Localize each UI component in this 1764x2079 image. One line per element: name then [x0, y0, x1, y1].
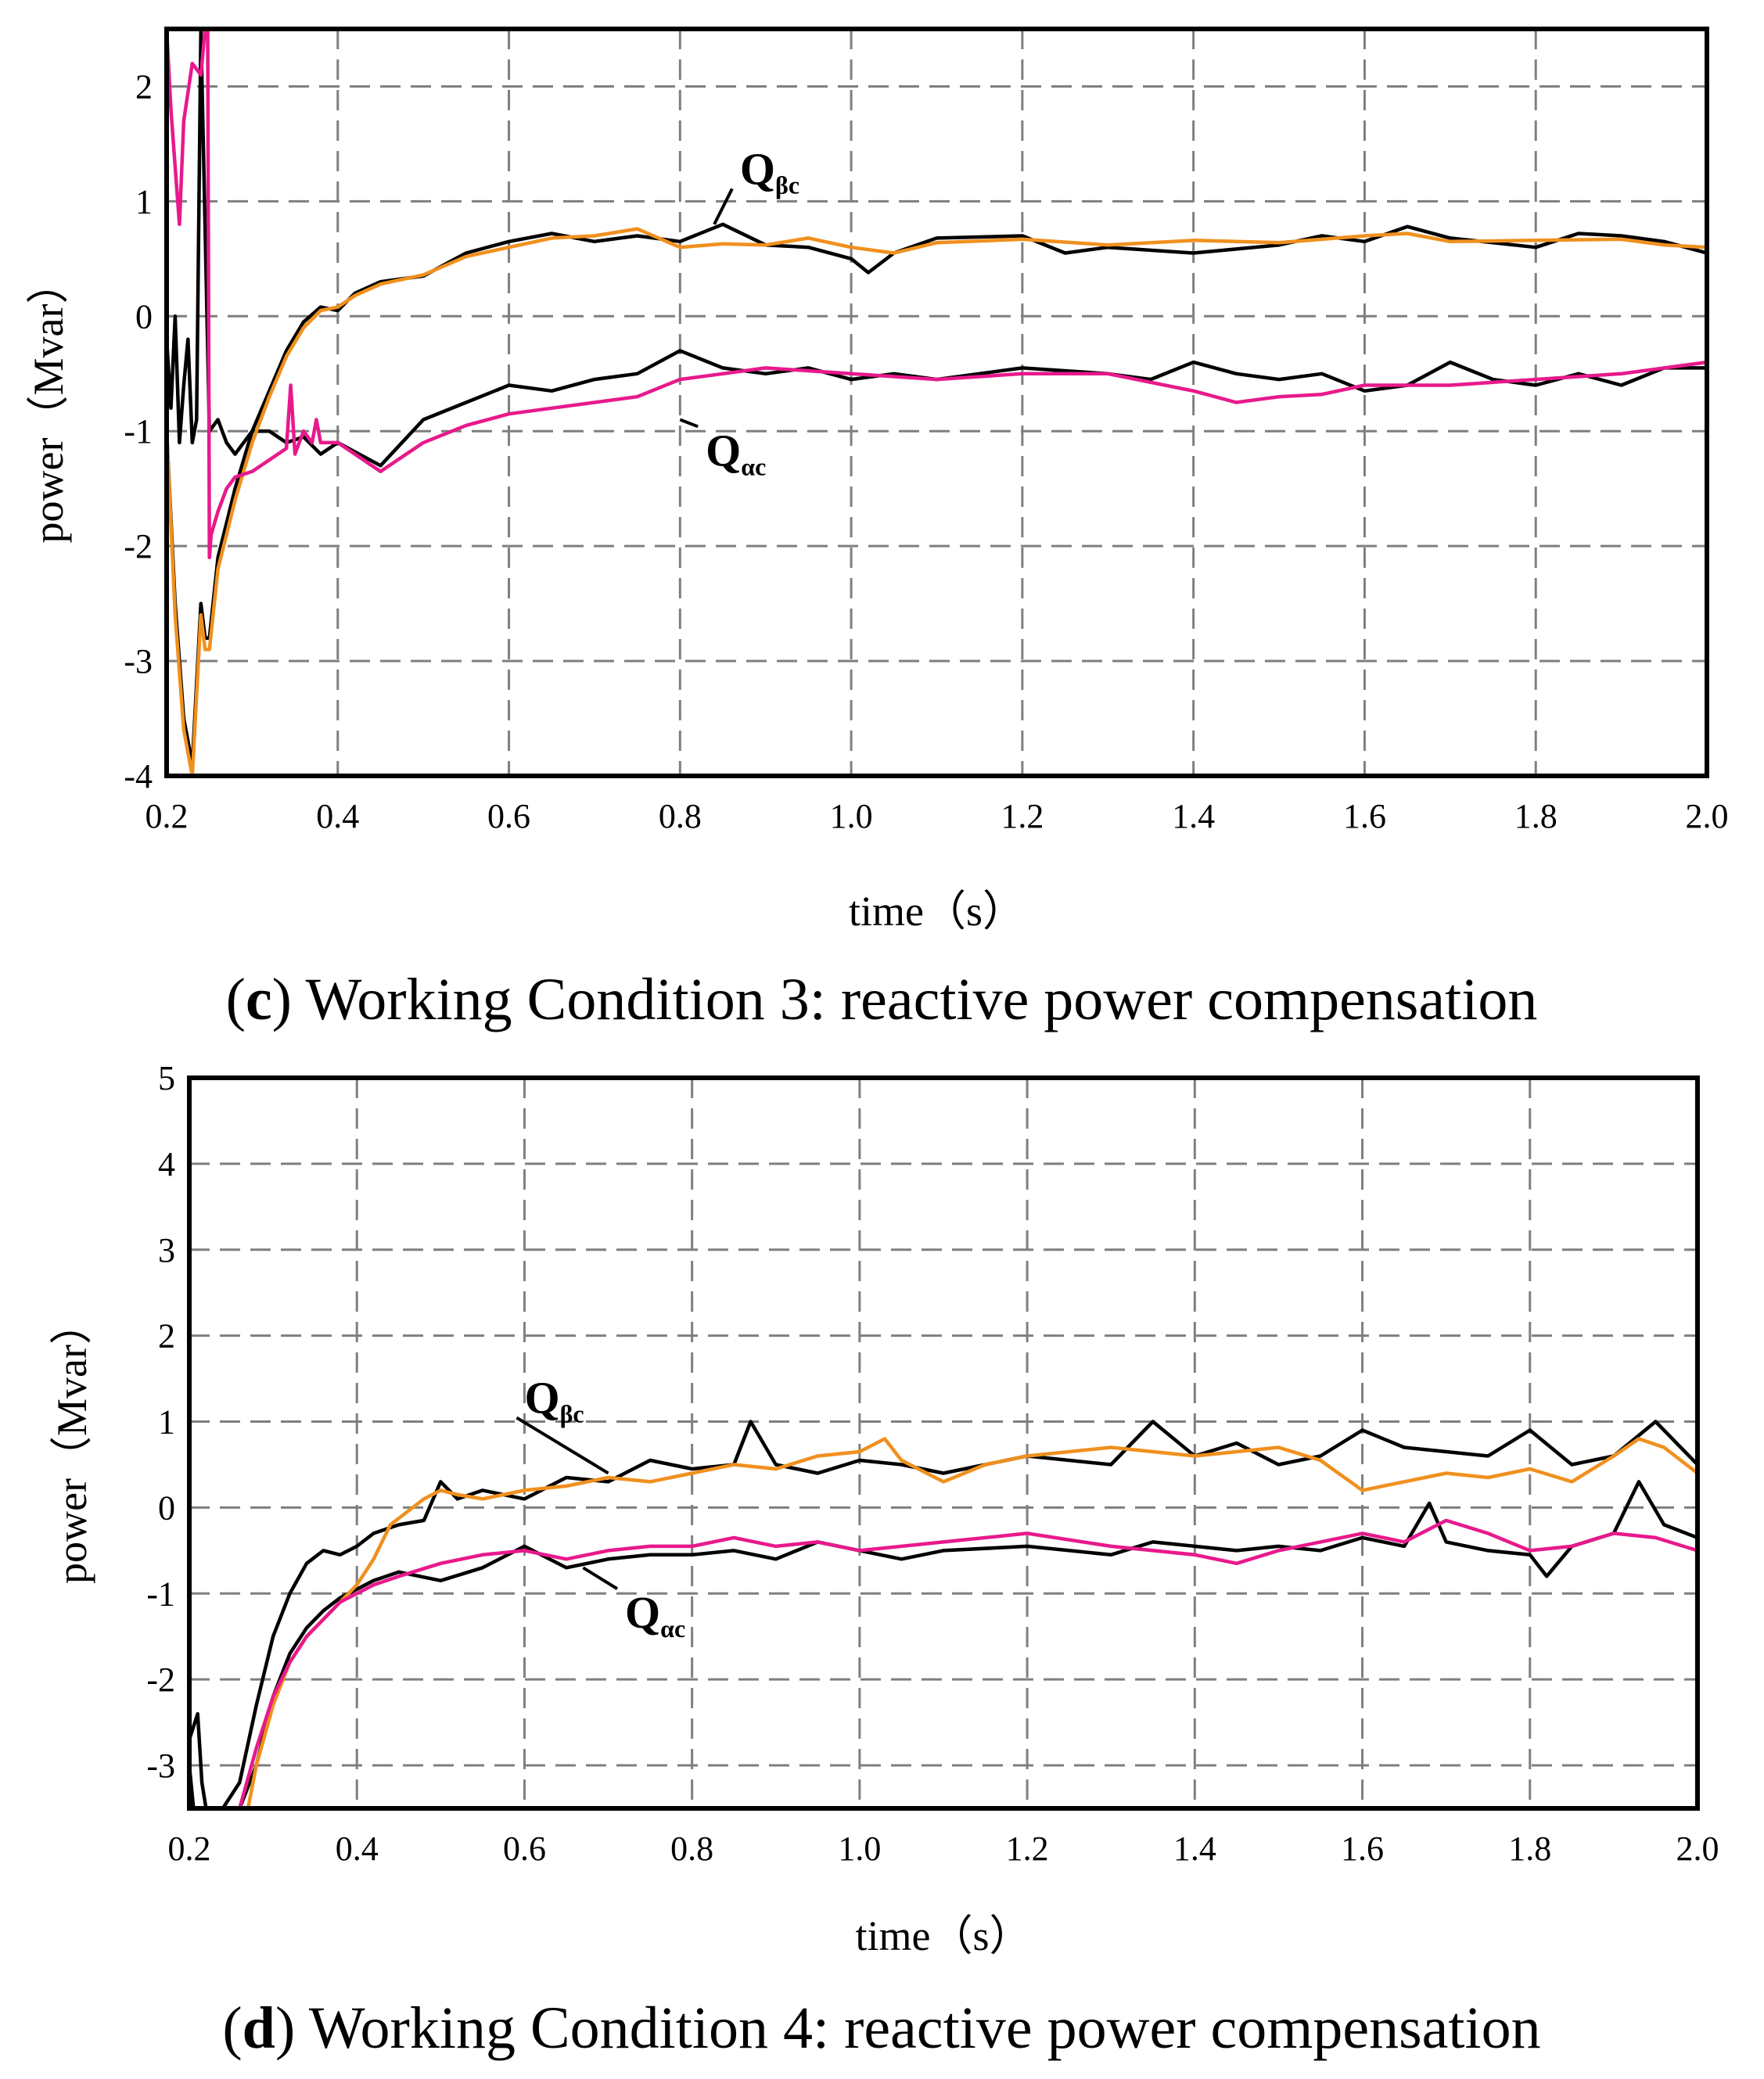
plot-series: [189, 1420, 1698, 1808]
x-tick-label: 1.4: [1173, 1829, 1216, 1868]
annotation-q-beta-c: Qβc: [524, 1373, 584, 1428]
chart-working-condition-4: Qβc Qαc 0.2 0.4 0.6 0.8 1.0 1.2 1.4 1.6 1.8 2.0 5…: [49, 1059, 1719, 2061]
y-tick-label: 2: [135, 67, 153, 106]
caption-text-c: Working Condition 3: reactive power comp…: [306, 967, 1538, 1032]
x-tick-label: 1.6: [1343, 797, 1386, 835]
grid-lines: [167, 29, 1707, 776]
y-tick-label: 1: [158, 1403, 175, 1442]
x-tick-label: 1.2: [1006, 1829, 1049, 1868]
y-tick-label: -1: [146, 1575, 175, 1613]
x-axis-label: time（s）: [856, 1912, 1032, 1959]
x-tick-label: 1.0: [830, 797, 873, 835]
plot-series: [167, 29, 1707, 776]
x-tick-label: 1.4: [1172, 797, 1215, 835]
annotation-q-beta-c: Qβc: [740, 143, 799, 199]
annotation-leader: [516, 1416, 609, 1475]
x-tick-label: 0.8: [670, 1829, 713, 1868]
x-tick-label: 1.8: [1514, 797, 1557, 835]
x-tick-label: 1.2: [1001, 797, 1044, 835]
grid-lines: [189, 1078, 1698, 1808]
caption-c: (c) Working Condition 3: reactive power …: [226, 967, 1538, 1032]
chart-working-condition-3: Qβc Qαc 0.2 0.4 0.6 0.8 1.0 1.2 1.4 1.6 1.8 2.0 2…: [25, 27, 1729, 1032]
series-line-q-c: [167, 227, 1707, 776]
x-axis-label: time（s）: [849, 888, 1025, 935]
x-tick-label: 0.8: [659, 797, 702, 835]
annotation-q-alpha-c: Qαc: [625, 1587, 685, 1643]
y-tick-label: -2: [124, 527, 153, 566]
caption-paren-open: (: [226, 967, 246, 1032]
x-tick-label: 1.6: [1341, 1829, 1384, 1868]
plot-frame: [187, 1075, 1700, 1811]
annotations: Qβc Qαc: [679, 143, 799, 480]
y-tick-labels: 5 4 3 2 1 0 -1 -2 -3: [146, 1059, 175, 1785]
y-tick-labels: 2 1 0 -1 -2 -3 -4: [124, 67, 153, 795]
x-tick-label: 2.0: [1686, 797, 1729, 835]
y-tick-label: 3: [158, 1231, 175, 1269]
x-tick-label: 0.6: [487, 797, 530, 835]
x-tick-label: 1.0: [838, 1829, 881, 1868]
x-tick-label: 1.8: [1508, 1829, 1551, 1868]
y-tick-label: -3: [124, 642, 153, 680]
y-tick-label: -1: [124, 412, 153, 451]
y-tick-label: 2: [158, 1317, 175, 1355]
annotation-leader: [713, 188, 734, 225]
x-tick-label: 0.2: [168, 1829, 211, 1868]
y-tick-label: 1: [135, 182, 153, 221]
caption-paren-close: ): [272, 967, 306, 1032]
x-tick-labels: 0.2 0.4 0.6 0.8 1.0 1.2 1.4 1.6 1.8 2.0: [168, 1829, 1719, 1868]
annotation-leader: [582, 1566, 619, 1590]
caption-label-c: c: [246, 967, 272, 1032]
series-line-q-c: [246, 1437, 1698, 1808]
y-tick-label: 0: [135, 297, 153, 336]
series-line-q-c: [167, 29, 1707, 560]
caption-label-d: d: [243, 1995, 275, 2061]
series-line-q-c-reference: [167, 222, 1707, 767]
caption-paren-open: (: [222, 1995, 242, 2061]
series-line-q-c-reference: [167, 29, 1707, 468]
y-tick-label: -2: [146, 1661, 175, 1699]
annotations: Qβc Qαc: [516, 1373, 685, 1643]
y-tick-label: 5: [158, 1059, 175, 1097]
y-tick-label: 0: [158, 1488, 175, 1527]
series-line-q-c-reference: [189, 1480, 1698, 1808]
y-tick-label: -3: [146, 1747, 175, 1785]
series-line-q-c: [238, 1518, 1698, 1808]
x-tick-label: 0.6: [503, 1829, 546, 1868]
annotation-q-alpha-c: Qαc: [706, 425, 766, 480]
caption-paren-close: ): [275, 1995, 309, 2061]
y-axis-label: power（Mvar）: [49, 1302, 95, 1584]
x-tick-labels: 0.2 0.4 0.6 0.8 1.0 1.2 1.4 1.6 1.8 2.0: [146, 797, 1729, 835]
plot-frame: [164, 27, 1709, 778]
y-tick-label: 4: [158, 1145, 175, 1183]
x-tick-label: 0.4: [316, 797, 359, 835]
y-axis-label: power（Mvar）: [25, 262, 72, 544]
series-line-q-c-reference: [189, 1420, 1698, 1808]
caption-text-d: Working Condition 4: reactive power comp…: [309, 1995, 1541, 2061]
y-tick-label: -4: [124, 757, 153, 795]
x-tick-label: 2.0: [1676, 1829, 1719, 1868]
x-tick-label: 0.2: [146, 797, 189, 835]
x-tick-label: 0.4: [336, 1829, 379, 1868]
annotation-leader: [679, 418, 699, 429]
caption-d: (d) Working Condition 4: reactive power …: [222, 1995, 1540, 2061]
